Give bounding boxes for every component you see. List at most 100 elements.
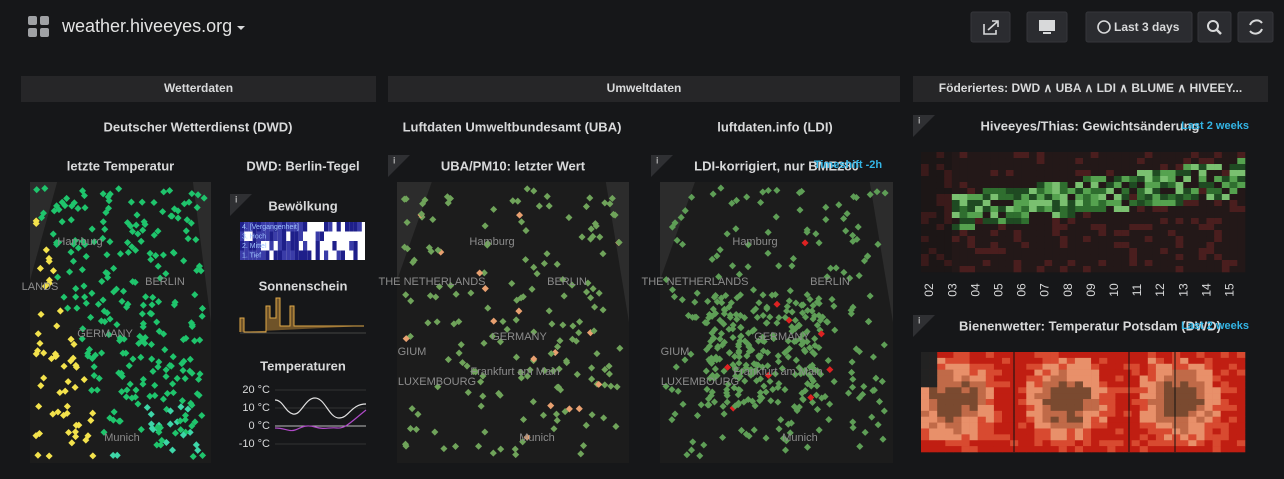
heatmap-cell — [1058, 446, 1068, 453]
station-marker — [678, 240, 687, 248]
station-marker — [849, 383, 857, 391]
station-marker — [146, 309, 154, 317]
heatmap-cell — [967, 170, 976, 177]
station-marker — [565, 405, 573, 413]
heatmap-cell — [1212, 440, 1221, 447]
heatmap-cell — [1107, 404, 1116, 412]
heatmap-cell — [1137, 152, 1146, 159]
heatmap-cell — [953, 422, 962, 429]
station-marker — [134, 400, 142, 408]
heatmap-cell — [1180, 428, 1189, 435]
heatmap-cell — [1180, 404, 1189, 412]
heatmap-cell — [1013, 194, 1022, 201]
heatmap-cell — [1029, 158, 1038, 165]
dashboard-title[interactable]: weather.hiveeyes.org — [61, 16, 232, 36]
heatmap-cell — [1052, 224, 1061, 231]
heatmap-cell — [1147, 387, 1157, 394]
heatmap-cell — [1172, 387, 1181, 394]
heatmap-cell — [1220, 375, 1230, 382]
time-range[interactable]: Last 3 days — [1114, 20, 1180, 34]
heatmap-cell — [1036, 242, 1045, 249]
station-marker — [124, 300, 132, 308]
heatmap-cell — [1196, 404, 1205, 412]
station-marker — [64, 378, 72, 386]
station-marker — [161, 346, 169, 354]
heatmap-cell — [1067, 212, 1076, 219]
station-marker — [710, 293, 718, 301]
heatmap-cell — [1175, 194, 1184, 201]
station-marker — [730, 384, 738, 392]
station-marker — [187, 219, 195, 227]
station-marker — [75, 421, 83, 429]
heatmap-cell — [1198, 200, 1207, 207]
heatmap-cell — [1191, 242, 1200, 249]
heatmap-cell — [1083, 352, 1092, 359]
heatmap-cell — [1229, 248, 1238, 255]
heatmap-cell — [1044, 188, 1053, 195]
heatmap-cell — [1152, 170, 1161, 177]
heatmap-cell — [1021, 158, 1030, 165]
heatmap-cell — [1147, 381, 1157, 388]
station-marker — [124, 239, 132, 247]
heatmap-cell — [959, 266, 968, 273]
heatmap-cell — [993, 422, 1003, 429]
heatmap-cell — [990, 158, 999, 165]
station-marker — [407, 297, 415, 305]
heatmap-cell — [1083, 440, 1092, 447]
heatmap-cell — [1034, 357, 1043, 365]
heatmap-cell — [1147, 428, 1157, 435]
heatmap-cell — [1237, 254, 1246, 261]
title-caret[interactable] — [237, 26, 245, 30]
heatmap-cell — [1067, 152, 1076, 159]
heatmap-cell — [1214, 266, 1223, 273]
heatmap-cell — [1050, 375, 1059, 382]
heatmap-cell — [1106, 176, 1115, 183]
station-marker — [865, 317, 873, 325]
station-marker — [615, 238, 623, 246]
heatmap-cell — [1191, 260, 1200, 267]
cloud-cell — [269, 231, 274, 241]
heatmap-cell — [1191, 218, 1200, 225]
heatmap-cell — [1121, 248, 1130, 255]
heatmap-cell — [1036, 158, 1045, 165]
heatmap-cell — [985, 440, 995, 447]
station-marker — [53, 322, 61, 330]
heatmap-cell — [944, 230, 953, 237]
station-marker — [679, 400, 687, 408]
station-marker — [33, 186, 41, 194]
station-marker — [110, 408, 118, 416]
station-marker — [418, 210, 426, 218]
station-marker — [490, 205, 498, 213]
heatmap-cell — [977, 363, 987, 370]
cloud-cell — [303, 222, 308, 232]
info-corner — [388, 155, 410, 177]
heatmap-cell — [1175, 152, 1184, 159]
station-marker — [90, 371, 98, 380]
heatmap-cell — [1052, 218, 1061, 225]
logo[interactable] — [28, 16, 49, 37]
station-marker — [177, 403, 185, 411]
heatmap-cell — [993, 434, 1003, 441]
heatmap-cell — [1198, 158, 1207, 165]
time-picker[interactable] — [1085, 11, 1193, 43]
heatmap-cell — [1042, 357, 1051, 365]
heatmap-cell — [1044, 266, 1053, 273]
heatmap-cell — [1029, 200, 1038, 207]
heatmap-cell — [1075, 260, 1084, 267]
zoom-button[interactable] — [1197, 11, 1232, 43]
heatmap-cell — [1167, 164, 1176, 171]
heatmap-cell — [1196, 410, 1205, 418]
station-marker — [78, 266, 86, 274]
heatmap-cell — [967, 242, 976, 249]
heatmap-cell — [975, 254, 984, 261]
heatmap-cell — [959, 188, 968, 195]
station-marker — [707, 354, 715, 362]
station-marker — [515, 307, 523, 315]
heatmap-cell — [1220, 369, 1230, 376]
station-marker — [514, 197, 522, 205]
heatmap-cell — [1167, 200, 1176, 207]
refresh-button[interactable] — [1237, 11, 1274, 43]
station-marker — [116, 250, 124, 258]
station-marker — [812, 391, 820, 399]
heatmap-cell — [1026, 410, 1035, 418]
